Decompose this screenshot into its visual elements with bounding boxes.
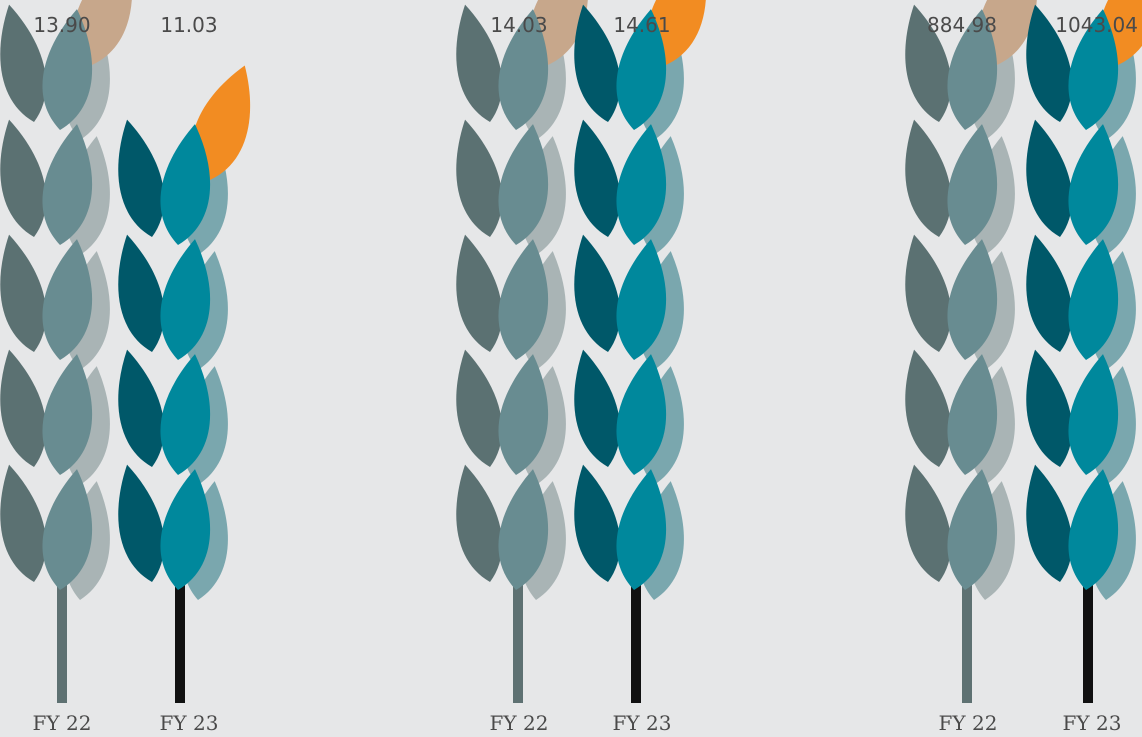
wheat-chart2-fy23-leaf-front-0 (616, 469, 667, 590)
wheat-chart2-fy22-leaf-back-4 (456, 4, 503, 122)
category-label-chart3-fy22: FY 22 (939, 711, 998, 735)
wheat-chart3-fy22-leaf-front-3 (947, 124, 998, 245)
wheat-chart1-fy22-leaf-front-2 (42, 239, 93, 360)
wheat-chart3-fy23-leaf-front-0 (1068, 469, 1119, 590)
wheat-chart3-fy23-leaf-back-0 (1026, 464, 1073, 582)
wheat-chart2-fy22-leaf-front-1 (498, 354, 549, 475)
wheat-chart3-fy22-leaf-back-0 (905, 464, 952, 582)
wheat-chart1-fy22-stem (57, 580, 67, 703)
wheat-chart3-fy22-leaf-front-0 (947, 469, 998, 590)
wheat-chart3-fy23-leaf-back-1 (1026, 349, 1073, 467)
wheat-chart1-fy23-leaf-front-0 (160, 469, 211, 590)
wheat-chart2-fy23-leaf-front-2 (616, 239, 667, 360)
wheat-chart1-fy23-leaf-back-3 (118, 119, 165, 237)
wheat-chart2-fy22-leaf-back-1 (456, 349, 503, 467)
wheat-chart1-fy23-leaf-back-1 (118, 349, 165, 467)
wheat-chart3-fy22-leaf-back-1 (905, 349, 952, 467)
wheat-chart3-fy22-leaf-back-2 (905, 234, 952, 352)
wheat-chart1-fy22-leaf-front-4 (42, 9, 93, 130)
category-label-chart3-fy23: FY 23 (1063, 711, 1122, 735)
wheat-chart1-fy23-leaf-front-3 (160, 124, 211, 245)
wheat-chart3-fy23-leaf-back-2 (1026, 234, 1073, 352)
wheat-chart2-fy22-leaf-tip (529, 0, 589, 68)
wheat-chart1-fy23-leaf-front-2 (160, 239, 211, 360)
value-label-chart3-fy22: 884.98 (927, 13, 997, 37)
wheat-chart1-fy22-leaf-tip (73, 0, 133, 68)
wheat-chart3-fy22-leaf-back-3 (905, 119, 952, 237)
category-label-chart1-fy23: FY 23 (160, 711, 219, 735)
wheat-chart2-fy22-leaf-back-0 (456, 464, 503, 582)
wheat-chart1-fy22-leaf-back-4 (0, 4, 47, 122)
value-label-chart2-fy22: 14.03 (490, 13, 547, 37)
wheat-chart3-fy23-leaf-back-4 (1026, 4, 1073, 122)
wheat-chart2-fy23-leaf-front-1 (616, 354, 667, 475)
wheat-chart1-fy23-leaf-back-0 (118, 464, 165, 582)
wheat-chart1-fy22-leaf-front-1 (42, 354, 93, 475)
wheat-chart3-fy22-leaf-front-2 (947, 239, 998, 360)
wheat-chart3-fy22-leaf-front-1 (947, 354, 998, 475)
wheat-chart2-fy22-leaf-front-0 (498, 469, 549, 590)
wheat-chart1-fy22-leaf-front-0 (42, 469, 93, 590)
wheat-chart3-fy22-leaf-tip (978, 0, 1038, 68)
wheat-chart3-fy23-leaf-front-3 (1068, 124, 1119, 245)
wheat-chart3-fy22-leaf-front-4 (947, 9, 998, 130)
wheat-marks (0, 0, 1142, 703)
wheat-chart2-fy22-leaf-front-3 (498, 124, 549, 245)
wheat-chart2-fy23-leaf-back-1 (574, 349, 621, 467)
wheat-chart3-fy22-leaf-back-4 (905, 4, 952, 122)
wheat-chart2-fy23-leaf-back-0 (574, 464, 621, 582)
value-label-chart3-fy23: 1043.04 (1055, 13, 1138, 37)
wheat-chart2-fy23-leaf-front-4 (616, 9, 667, 130)
wheat-chart3-fy23-leaf-front-4 (1068, 9, 1119, 130)
wheat-chart2-fy23-leaf-back-2 (574, 234, 621, 352)
wheat-chart1-fy22-leaf-back-0 (0, 464, 47, 582)
wheat-chart2-fy23-leaf-back-3 (574, 119, 621, 237)
wheat-chart2-fy23-leaf-tip (647, 0, 707, 68)
wheat-chart1-fy22-leaf-front-3 (42, 124, 93, 245)
wheat-chart2-fy22-leaf-front-4 (498, 9, 549, 130)
wheat-chart1-fy23-stem (175, 580, 185, 703)
wheat-chart1-fy22-leaf-back-3 (0, 119, 47, 237)
wheat-chart2-fy23-leaf-back-4 (574, 4, 621, 122)
wheat-chart1-fy23-leaf-tip (191, 65, 251, 183)
wheat-chart3-fy23-leaf-tip (1099, 0, 1142, 68)
wheat-chart2-fy22-leaf-front-2 (498, 239, 549, 360)
value-label-chart2-fy23: 14.61 (613, 13, 670, 37)
wheat-chart2-fy22-stem (513, 580, 523, 703)
wheat-chart2-fy23-leaf-front-3 (616, 124, 667, 245)
wheat-chart3-fy23-leaf-back-3 (1026, 119, 1073, 237)
wheat-chart2-fy22-leaf-back-3 (456, 119, 503, 237)
category-label-chart2-fy23: FY 23 (613, 711, 672, 735)
wheat-chart3-fy23-leaf-front-1 (1068, 354, 1119, 475)
wheat-chart1-fy23-leaf-front-1 (160, 354, 211, 475)
wheat-chart1-fy22-leaf-back-1 (0, 349, 47, 467)
category-label-chart2-fy22: FY 22 (490, 711, 549, 735)
wheat-chart2-fy23-stem (631, 580, 641, 703)
wheat-chart2-fy22-leaf-back-2 (456, 234, 503, 352)
value-label-chart1-fy22: 13.90 (33, 13, 90, 37)
wheat-chart1-fy22-leaf-back-2 (0, 234, 47, 352)
wheat-chart1-fy23-leaf-back-2 (118, 234, 165, 352)
wheat-chart3-fy23-leaf-front-2 (1068, 239, 1119, 360)
category-label-chart1-fy22: FY 22 (33, 711, 92, 735)
value-label-chart1-fy23: 11.03 (160, 13, 217, 37)
wheat-chart3-fy22-stem (962, 580, 972, 703)
wheat-chart3-fy23-stem (1083, 580, 1093, 703)
